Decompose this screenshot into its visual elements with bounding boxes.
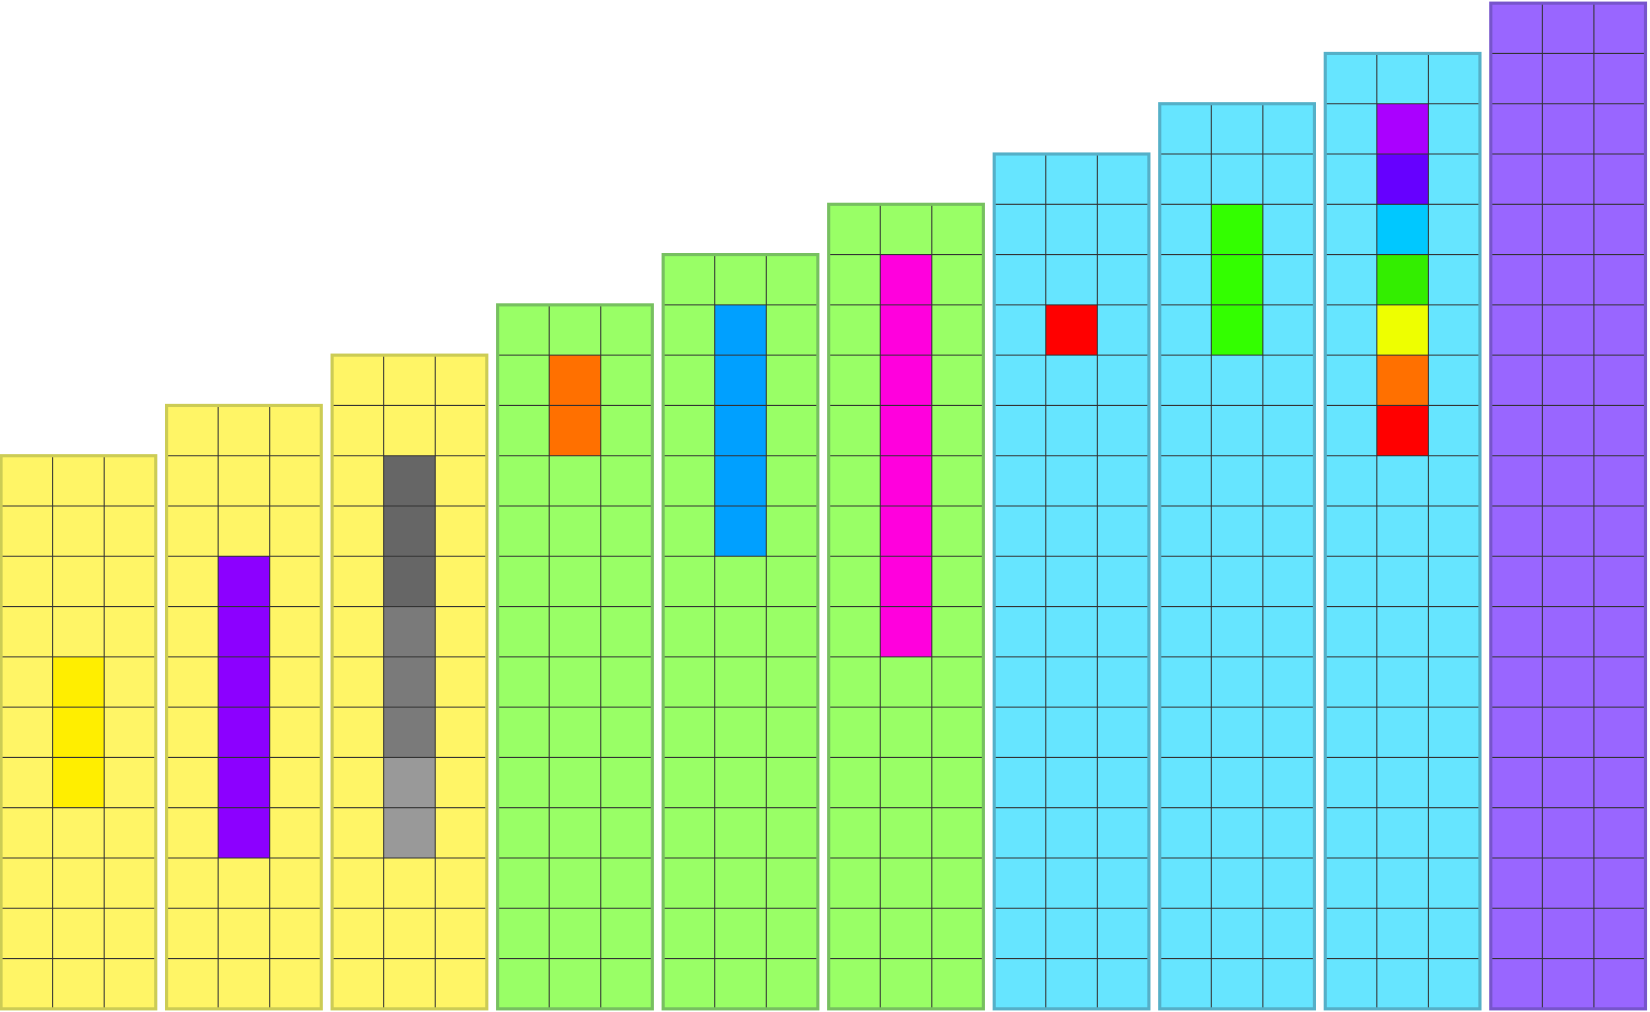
highlight-cell bbox=[880, 304, 932, 356]
column bbox=[661, 253, 820, 1011]
highlight-cell bbox=[880, 606, 932, 657]
column bbox=[1158, 102, 1317, 1011]
highlight-cell bbox=[218, 757, 270, 808]
column-border bbox=[496, 303, 654, 1011]
highlight-cell bbox=[383, 807, 436, 858]
highlight-cell bbox=[880, 355, 932, 406]
highlight-cell bbox=[880, 455, 932, 506]
column bbox=[1323, 51, 1482, 1011]
highlight-cell bbox=[549, 355, 601, 406]
highlight-cell bbox=[218, 606, 270, 657]
column-border bbox=[992, 152, 1151, 1011]
highlight-cell bbox=[383, 506, 436, 557]
highlight-cell bbox=[52, 707, 105, 758]
column-border bbox=[1489, 1, 1648, 1011]
highlight-cell bbox=[52, 757, 105, 808]
highlight-cell bbox=[1376, 103, 1429, 155]
column-border bbox=[0, 454, 158, 1011]
highlight-cell bbox=[218, 707, 270, 758]
highlight-cell bbox=[880, 405, 932, 456]
highlight-cell bbox=[383, 455, 436, 506]
highlight-cell bbox=[1376, 355, 1429, 406]
highlight-cell bbox=[1211, 204, 1263, 255]
highlight-cell bbox=[1376, 154, 1429, 205]
highlight-cell bbox=[714, 304, 767, 356]
highlight-cell bbox=[383, 606, 436, 657]
column bbox=[1489, 1, 1648, 1011]
column bbox=[992, 152, 1151, 1011]
highlight-cell bbox=[714, 455, 767, 506]
highlight-cell bbox=[880, 506, 932, 557]
highlight-cell bbox=[1376, 304, 1429, 356]
highlight-cell bbox=[1211, 254, 1263, 305]
highlight-cell bbox=[218, 807, 270, 858]
highlight-cell bbox=[218, 556, 270, 607]
highlight-cell bbox=[52, 656, 105, 708]
highlight-cell bbox=[1376, 204, 1429, 255]
highlight-cell bbox=[218, 656, 270, 708]
highlight-cell bbox=[383, 556, 436, 607]
highlight-cell bbox=[549, 405, 601, 456]
highlight-cell bbox=[714, 506, 767, 557]
highlight-cell bbox=[880, 254, 932, 305]
column-border bbox=[661, 253, 820, 1011]
highlight-cell bbox=[383, 707, 436, 758]
highlight-cell bbox=[1211, 304, 1263, 356]
highlight-cell bbox=[383, 656, 436, 708]
column bbox=[330, 353, 489, 1011]
highlight-cell bbox=[1045, 304, 1098, 356]
column-border bbox=[1323, 51, 1482, 1011]
highlight-cell bbox=[1376, 405, 1429, 456]
highlight-cell bbox=[714, 355, 767, 406]
column-border bbox=[1158, 102, 1317, 1011]
highlight-cell bbox=[383, 757, 436, 808]
highlight-cell bbox=[880, 556, 932, 607]
column-border bbox=[330, 353, 489, 1011]
column bbox=[496, 303, 654, 1011]
highlight-cell bbox=[1376, 254, 1429, 305]
highlight-cell bbox=[714, 405, 767, 456]
column-border bbox=[827, 202, 985, 1011]
column bbox=[827, 202, 985, 1011]
column-border bbox=[165, 403, 323, 1011]
column bbox=[0, 454, 158, 1011]
column-body bbox=[994, 154, 1149, 1009]
column bbox=[165, 403, 323, 1011]
